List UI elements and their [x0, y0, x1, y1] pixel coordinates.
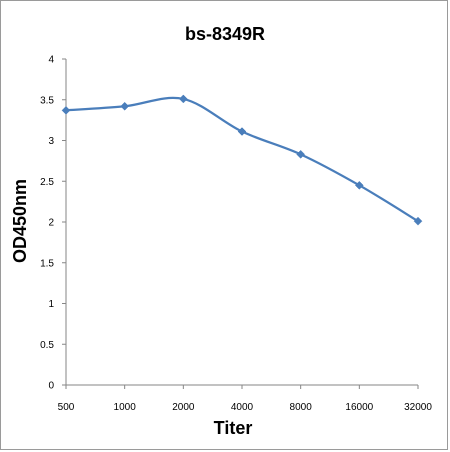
y-tick-label: 0	[48, 381, 54, 392]
x-tick-label: 32000	[404, 402, 432, 413]
y-axis-title: OD450nm	[10, 179, 30, 263]
x-tick-label: 4000	[231, 402, 254, 413]
x-axis-title: Titer	[214, 418, 253, 438]
chart-title: bs-8349R	[185, 24, 265, 44]
y-tick-label: 1	[48, 299, 54, 310]
y-tick-label: 4	[48, 55, 54, 66]
series-group	[61, 94, 423, 226]
series-line	[65, 96, 419, 223]
y-tick-label: 3	[48, 136, 54, 147]
x-tick-label: 2000	[172, 402, 195, 413]
x-tick-label: 8000	[290, 402, 313, 413]
x-ticks: 500 1000 2000 4000 8000 16000 32000	[58, 385, 432, 413]
y-tick-label: 1.5	[40, 258, 54, 269]
data-point	[296, 150, 306, 159]
data-point	[413, 216, 423, 226]
y-tick-label: 0.5	[40, 340, 54, 351]
y-tick-label: 3.5	[40, 95, 54, 106]
x-tick-label: 1000	[114, 402, 137, 413]
x-tick-label: 500	[58, 402, 75, 413]
y-tick-label: 2.5	[40, 177, 54, 188]
x-tick-label: 16000	[345, 402, 373, 413]
y-tick-label: 2	[48, 218, 54, 229]
data-point	[237, 127, 247, 136]
y-ticks: 0 0.5 1 1.5 2 2.5 3 3.5 4	[40, 55, 66, 392]
data-point	[354, 180, 364, 190]
data-point	[178, 94, 188, 104]
data-point	[120, 101, 130, 111]
data-point	[61, 105, 71, 115]
